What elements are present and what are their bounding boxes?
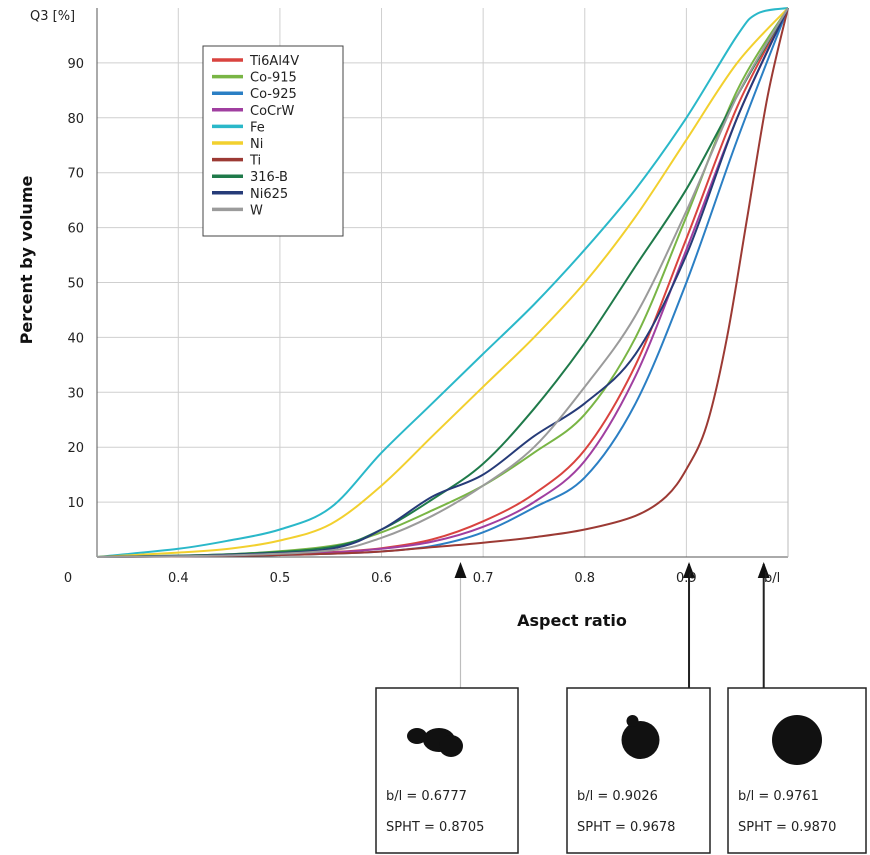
grid [97,8,788,557]
y-unit-label: Q3 [%] [30,9,75,24]
arrow-head [683,562,696,578]
legend-box [202,45,344,237]
arrow-head [757,562,770,578]
particle-silhouette [621,721,660,759]
series-line-ni [96,7,789,558]
x-axis-title: Aspect ratio [517,611,627,630]
particle-silhouette [626,715,639,727]
legend-label: W [250,203,263,218]
series-line-316-b [96,7,789,558]
card-sphericity: SPHT = 0.9870 [738,820,836,835]
x-tick-label: 0.6 [371,571,392,586]
x-unit-label: b/l [764,571,780,586]
card-sphericity: SPHT = 0.8705 [386,820,484,835]
series-line-w [96,7,789,558]
legend-label: 316-B [250,170,288,185]
legend-label: Ni [250,137,263,152]
legend-label: Ti6Al4V [249,54,299,69]
y-tick-label: 50 [67,277,84,292]
particle-silhouette [772,715,822,765]
x-tick-label: 0.5 [270,571,291,586]
card-aspect-ratio: b/l = 0.9761 [738,789,819,804]
series-line-ti [96,7,789,558]
y-axis-ticks: 10 20 30 40 50 60 70 80 90 [67,57,84,511]
y-axis-title: Percent by volume [17,176,36,345]
y-tick-label: 60 [67,222,84,237]
particle-card [566,687,711,854]
legend-label: Ti [249,154,261,169]
card-sphericity: SPHT = 0.9678 [577,820,675,835]
y-tick-label: 80 [67,112,84,127]
card-aspect-ratio: b/l = 0.9026 [577,789,658,804]
series-line-fe [96,7,789,558]
x-tick-label: 0 [64,571,72,586]
y-tick-label: 10 [67,496,84,511]
particle-silhouette [439,735,463,757]
particle-cards: b/l = 0.6777 SPHT = 0.8705 b/l = 0.9026 SPH… [375,687,867,854]
y-tick-label: 40 [67,331,84,346]
annotation-lines [454,562,770,688]
y-tick-label: 90 [67,57,84,72]
x-tick-label: 0.4 [168,571,189,586]
legend-label: Ni625 [250,187,288,202]
y-tick-label: 30 [67,386,84,401]
x-tick-label: 0.9 [676,571,697,586]
x-tick-label: 0.8 [574,571,595,586]
y-tick-label: 70 [67,167,84,182]
arrow-head [454,562,467,578]
legend-label: CoCrW [250,104,294,119]
particle-card [375,687,519,854]
y-tick-label: 20 [67,441,84,456]
particle-silhouette [407,728,427,744]
legend-label: Fe [250,120,265,135]
x-axis-ticks: 0 0.4 0.5 0.6 0.7 0.8 0.9 [64,571,697,586]
card-aspect-ratio: b/l = 0.6777 [386,789,467,804]
legend-label: Co-915 [250,71,297,86]
legend-label: Co-925 [250,87,297,102]
x-tick-label: 0.7 [473,571,494,586]
series-lines [96,7,789,558]
